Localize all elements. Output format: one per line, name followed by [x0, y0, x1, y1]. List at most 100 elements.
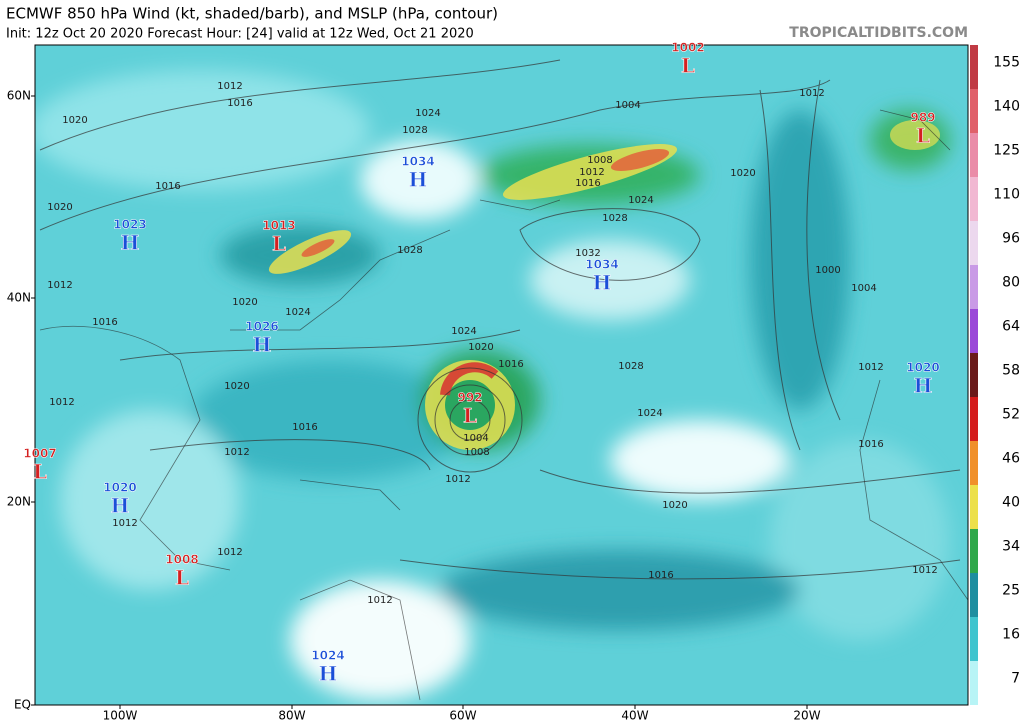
colorbar-label: 110	[993, 187, 1020, 203]
pressure-value: 1002	[671, 41, 704, 55]
contour-label: 1020	[224, 381, 249, 392]
map	[35, 45, 968, 705]
latitude-label: 20N	[7, 495, 31, 509]
contour-label: 1016	[858, 439, 883, 450]
latitude-label: 40N	[7, 291, 31, 305]
contour-label: 1012	[799, 88, 824, 99]
colorbar-label: 46	[1002, 451, 1020, 467]
contour-label: 1000	[815, 265, 840, 276]
contour-label: 1012	[49, 397, 74, 408]
colorbar-swatch	[970, 89, 978, 133]
pressure-letter: H	[121, 231, 140, 255]
site-name: TROPICALTIDBITS.COM	[789, 25, 968, 41]
longitude-label: 20W	[793, 709, 820, 723]
colorbar-swatch	[970, 661, 978, 705]
contour-label: 1012	[579, 167, 604, 178]
contour-label: 1028	[397, 245, 422, 256]
contour-label: 1012	[217, 81, 242, 92]
contour-label: 1020	[730, 168, 755, 179]
colorbar-label: 40	[1002, 495, 1020, 511]
contour-label: 1012	[912, 565, 937, 576]
contour-label: 1024	[637, 408, 662, 419]
pressure-letter: L	[33, 460, 47, 484]
colorbar-swatch	[970, 617, 978, 661]
colorbar-swatch	[970, 529, 978, 573]
contour-label: 1012	[224, 447, 249, 458]
colorbar-label: 155	[993, 55, 1020, 71]
longitude-label: 40W	[621, 709, 648, 723]
latitude-label: 60N	[7, 89, 31, 103]
pressure-value: 1020	[906, 361, 939, 375]
latitude-label: EQ	[14, 698, 31, 712]
colorbar-swatch	[970, 397, 978, 441]
pressure-value: 1034	[585, 258, 618, 272]
subtitle: Init: 12z Oct 20 2020 Forecast Hour: [24…	[6, 27, 474, 42]
colorbar-swatch	[970, 45, 978, 89]
longitude-label: 60W	[449, 709, 476, 723]
colorbar-label: 140	[993, 99, 1020, 115]
pressure-letter: H	[111, 494, 130, 518]
colorbar-label: 16	[1002, 627, 1020, 643]
contour-label: 1012	[445, 474, 470, 485]
pressure-letter: L	[916, 124, 930, 148]
colorbar-swatch	[970, 177, 978, 221]
pressure-value: 1020	[103, 481, 136, 495]
colorbar-swatch	[970, 441, 978, 485]
contour-label: 1028	[602, 213, 627, 224]
contour-label: 1020	[468, 342, 493, 353]
contour-label: 1004	[851, 283, 876, 294]
pressure-value: 1008	[165, 553, 198, 567]
longitude-label: 100W	[103, 709, 138, 723]
contour-label: 1012	[47, 280, 72, 291]
pressure-value: 1013	[262, 219, 295, 233]
contour-label: 1012	[112, 518, 137, 529]
colorbar-label: 52	[1002, 407, 1020, 423]
colorbar-label: 58	[1002, 363, 1020, 379]
contour-label: 1016	[92, 317, 117, 328]
contour-label: 1024	[285, 307, 310, 318]
colorbar-swatch	[970, 133, 978, 177]
contour-label: 1028	[402, 125, 427, 136]
pressure-letter: H	[409, 168, 428, 192]
colorbar-label: 25	[1002, 583, 1020, 599]
pressure-letter: L	[175, 566, 189, 590]
contour-label: 1016	[575, 178, 600, 189]
contour-label: 1024	[628, 195, 653, 206]
colorbar-swatch	[970, 573, 978, 617]
colorbar-swatch	[970, 485, 978, 529]
contour-label: 1008	[587, 155, 612, 166]
colorbar-label: 125	[993, 143, 1020, 159]
colorbar-swatch	[970, 353, 978, 397]
contour-label: 1012	[367, 595, 392, 606]
pressure-value: 1023	[113, 218, 146, 232]
contour-label: 1020	[62, 115, 87, 126]
colorbar-label: 80	[1002, 275, 1020, 291]
colorbar: 155 140 125 110 96 80 64 58 52 46 40 34 25 16 7	[970, 45, 1020, 705]
pressure-letter: L	[681, 54, 695, 78]
pressure-letter: L	[463, 404, 477, 428]
contour-label: 1020	[662, 500, 687, 511]
contour-label: 1032	[575, 248, 600, 259]
pressure-value: 1034	[401, 155, 434, 169]
pressure-letter: H	[253, 333, 272, 357]
contour-label: 1020	[47, 202, 72, 213]
colorbar-label: 64	[1002, 319, 1020, 335]
pressure-letter: H	[914, 374, 933, 398]
contour-label: 1004	[463, 433, 488, 444]
colorbar-swatch	[970, 309, 978, 353]
pressure-value: 1007	[23, 447, 56, 461]
colorbar-label: 96	[1002, 231, 1020, 247]
pressure-value: 1026	[245, 320, 278, 334]
colorbar-swatch	[970, 221, 978, 265]
colorbar-label: 7	[1011, 671, 1020, 687]
colorbar-label: 34	[1002, 539, 1020, 555]
contour-label: 1008	[464, 447, 489, 458]
pressure-letter: H	[593, 271, 612, 295]
contour-label: 1016	[648, 570, 673, 581]
contour-label: 1020	[232, 297, 257, 308]
pressure-letter: H	[319, 662, 338, 686]
contour-label: 1024	[415, 108, 440, 119]
contour-label: 1016	[498, 359, 523, 370]
